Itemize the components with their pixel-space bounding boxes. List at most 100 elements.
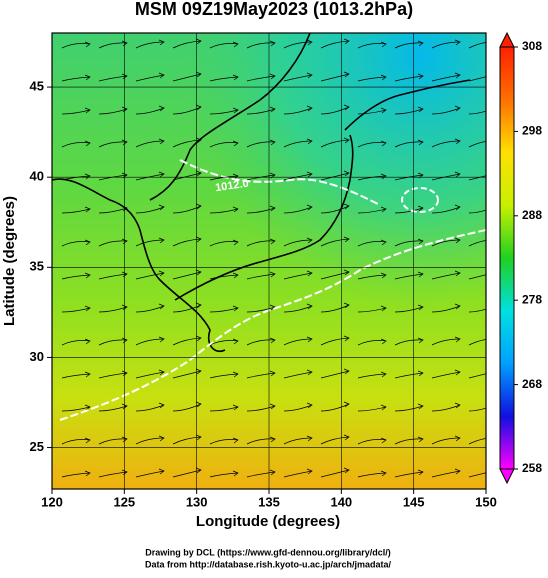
streamline <box>172 370 202 379</box>
streamline-arrow <box>454 39 461 46</box>
streamline <box>209 241 239 247</box>
streamline-arrow <box>195 203 202 210</box>
streamline <box>209 472 239 478</box>
x-axis-label: Longitude (degrees) <box>196 513 340 530</box>
streamline-arrow <box>343 401 350 408</box>
streamline-arrow <box>492 402 497 407</box>
y-tick-label: 45 <box>30 79 44 94</box>
streamline <box>394 240 424 247</box>
streamline <box>172 73 202 82</box>
streamline-arrow <box>380 107 387 114</box>
streamline <box>320 469 350 478</box>
streamline <box>283 239 313 247</box>
streamline-arrow <box>232 107 239 114</box>
streamline-arrow <box>380 239 387 246</box>
streamline-arrow <box>306 204 313 211</box>
streamline <box>468 407 486 412</box>
streamline-arrow <box>492 105 497 110</box>
streamline <box>320 205 350 214</box>
streamline-arrow <box>269 370 276 377</box>
streamline-arrow <box>269 304 276 311</box>
streamline <box>209 76 239 82</box>
streamline <box>357 472 387 478</box>
streamline <box>431 437 461 445</box>
streamline <box>320 238 350 247</box>
streamline <box>246 75 276 82</box>
streamline <box>172 436 202 445</box>
streamline-arrow <box>195 236 202 243</box>
streamline <box>209 373 239 379</box>
isobar <box>59 229 486 421</box>
streamline <box>209 406 239 412</box>
streamline <box>246 42 276 49</box>
streamline-arrow <box>380 173 387 180</box>
streamline <box>357 208 387 214</box>
streamline <box>283 140 313 148</box>
streamline-arrow <box>269 73 276 80</box>
streamline-arrow <box>343 203 350 210</box>
streamline-arrow <box>269 40 276 47</box>
streamline-arrow <box>417 469 424 476</box>
streamline-arrow <box>269 238 276 245</box>
streamline-arrow <box>232 437 239 444</box>
streamline <box>61 175 91 181</box>
streamline-arrow <box>84 404 91 411</box>
streamline-arrow <box>417 106 424 113</box>
streamline-arrow <box>158 105 165 112</box>
streamline <box>431 371 461 379</box>
streamline <box>431 239 461 247</box>
streamline-arrow <box>269 139 276 146</box>
streamline-arrow <box>269 403 276 410</box>
streamline-arrow <box>195 170 202 177</box>
streamline <box>172 139 202 148</box>
streamline-arrow <box>195 434 202 441</box>
streamline-arrow <box>158 303 165 310</box>
streamline-arrow <box>454 270 461 277</box>
streamline-arrow <box>84 74 91 81</box>
streamline <box>468 42 486 49</box>
streamline-arrow <box>84 371 91 378</box>
streamline <box>209 274 239 280</box>
streamline <box>357 373 387 379</box>
streamline <box>172 205 202 214</box>
streamline <box>468 274 486 280</box>
y-tick-label: 35 <box>30 259 44 274</box>
streamline-arrow <box>306 336 313 343</box>
streamline-arrow <box>492 270 497 275</box>
x-tick-label: 125 <box>113 494 135 509</box>
streamline-arrow <box>269 205 276 212</box>
streamline <box>431 404 461 412</box>
streamline <box>246 405 276 412</box>
streamline <box>357 406 387 412</box>
streamline-arrow <box>158 171 165 178</box>
streamline-arrow <box>380 140 387 147</box>
streamline <box>468 373 486 379</box>
streamline <box>172 238 202 247</box>
streamline <box>431 74 461 82</box>
x-tick-label: 120 <box>41 494 63 509</box>
streamline <box>394 306 424 313</box>
streamline-arrow <box>84 140 91 147</box>
streamline-arrow <box>195 38 202 45</box>
streamline <box>61 208 91 214</box>
streamline <box>394 372 424 379</box>
streamline <box>135 41 165 49</box>
streamline <box>320 370 350 379</box>
streamline <box>283 206 313 214</box>
colorbar-tick-label: 298 <box>522 124 542 138</box>
streamline-arrow <box>492 204 497 209</box>
streamline-arrow <box>343 104 350 111</box>
streamline <box>246 273 276 280</box>
streamline <box>61 241 91 247</box>
streamline-arrow <box>306 171 313 178</box>
streamline <box>283 470 313 478</box>
streamline-arrow <box>84 437 91 444</box>
streamline <box>357 307 387 313</box>
streamline <box>209 340 239 346</box>
streamline-arrow <box>343 38 350 45</box>
streamline <box>283 107 313 115</box>
streamline <box>283 272 313 280</box>
streamline-arrow <box>158 468 165 475</box>
streamline-arrow <box>84 41 91 48</box>
streamline <box>431 107 461 115</box>
